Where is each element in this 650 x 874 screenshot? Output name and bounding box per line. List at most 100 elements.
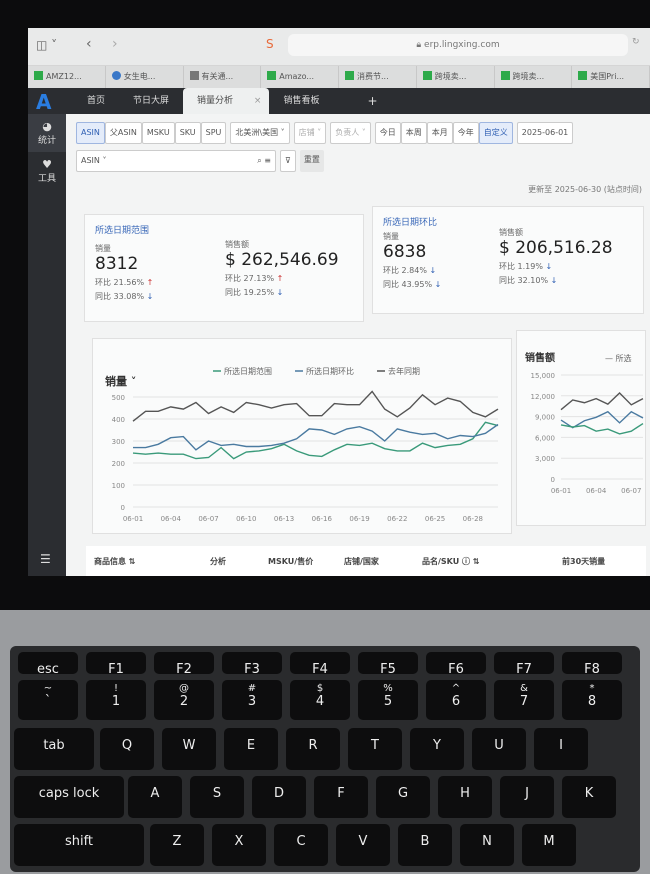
key[interactable]: S — [190, 776, 244, 818]
tab-sales-analysis[interactable]: 销量分析 × — [183, 88, 270, 114]
reset-button[interactable]: 重置 — [299, 150, 324, 172]
period-custom[interactable]: 自定义 — [478, 122, 513, 144]
date-picker[interactable]: 2025-06-01 — [516, 122, 574, 144]
chart-title: 销售额 — [525, 351, 555, 364]
reload-icon[interactable]: ↻ — [632, 37, 640, 47]
dim-sku[interactable]: SKU — [174, 122, 201, 144]
tab-festival-screen[interactable]: 节日大屏 — [133, 96, 170, 106]
dim-asin[interactable]: ASIN — [76, 122, 105, 144]
key[interactable]: N — [460, 824, 514, 866]
sidebar-item-tools[interactable]: ♥ 工具 — [28, 152, 66, 190]
col-last30-sales[interactable]: 前30天销量 — [562, 556, 606, 566]
bookmark[interactable]: 美国Pri... — [572, 66, 650, 88]
key[interactable]: K — [562, 776, 616, 818]
key[interactable]: C — [274, 824, 328, 866]
key[interactable]: Z — [150, 824, 204, 866]
forward-icon[interactable]: › — [112, 36, 118, 52]
sidebar-label: 统计 — [37, 136, 56, 146]
key[interactable]: J — [500, 776, 554, 818]
bookmark[interactable]: Amazo... — [261, 66, 339, 88]
key[interactable]: R — [286, 728, 340, 770]
bookmark[interactable]: 跨境卖... — [417, 66, 495, 88]
key[interactable]: T — [348, 728, 402, 770]
key-num[interactable]: @2 — [154, 680, 214, 720]
add-tab-button[interactable]: + — [367, 94, 378, 108]
key-fn[interactable]: F6 — [426, 652, 486, 677]
dim-parent-asin[interactable]: 父ASIN — [104, 122, 142, 144]
key[interactable]: A — [128, 776, 182, 818]
key-fn[interactable]: esc — [18, 652, 78, 677]
key-label: E — [246, 738, 256, 753]
col-product-info[interactable]: 商品信息 ⇅ — [94, 556, 136, 566]
bookmark[interactable]: 有关通... — [184, 66, 262, 88]
key-num[interactable]: $4 — [290, 680, 350, 720]
key[interactable]: I — [534, 728, 588, 770]
back-icon[interactable]: ‹ — [86, 36, 92, 52]
bookmarks-bar: AMZ12... 女生电... 有关通... Amazo... 消费节... 跨… — [28, 66, 650, 88]
series-line — [133, 423, 499, 451]
col-store-country: 店铺/国家 — [344, 556, 379, 566]
key[interactable]: E — [224, 728, 278, 770]
sidebar-toggle-icon[interactable]: ◫ ˅ — [36, 38, 58, 52]
period-month[interactable]: 本月 — [426, 122, 453, 144]
owner-select[interactable]: 负责人 ˅ — [330, 122, 371, 144]
key[interactable]: D — [252, 776, 306, 818]
sidebar-item-stats[interactable]: ◕ 统计 — [28, 114, 66, 152]
search-input[interactable]: ASIN ˅ ⌕ ≡ — [76, 150, 276, 172]
dim-msku[interactable]: MSKU — [141, 122, 175, 144]
key[interactable]: B — [398, 824, 452, 866]
close-icon[interactable]: × — [253, 96, 262, 106]
filter-icon[interactable]: ⊽ — [280, 150, 296, 172]
key[interactable]: U — [472, 728, 526, 770]
amt-value: $ 206,516.28 — [499, 238, 613, 258]
menu-icon[interactable]: ☰ — [40, 552, 51, 566]
bookmark[interactable]: 女生电... — [106, 66, 184, 88]
key-num[interactable]: #3 — [222, 680, 282, 720]
period-week[interactable]: 本周 — [400, 122, 427, 144]
key[interactable]: H — [438, 776, 492, 818]
key-num[interactable]: ^ 6 — [426, 680, 486, 720]
key[interactable]: shift — [14, 824, 144, 866]
bookmark-label: 跨境卖... — [512, 72, 545, 81]
key-num[interactable]: * 8 — [562, 680, 622, 720]
key-num[interactable]: ! 1 — [86, 680, 146, 720]
info-icon[interactable]: ⓘ — [462, 556, 471, 566]
extension-icon[interactable]: S — [266, 37, 274, 51]
key-fn[interactable]: F4 — [290, 652, 350, 677]
bookmark-icon — [345, 71, 354, 80]
key[interactable]: Q — [100, 728, 154, 770]
key[interactable]: W — [162, 728, 216, 770]
key-fn[interactable]: F5 — [358, 652, 418, 677]
key-fn[interactable]: F2 — [154, 652, 214, 677]
key[interactable]: tab — [14, 728, 94, 770]
key[interactable]: Y — [410, 728, 464, 770]
key-num[interactable]: % 5 — [358, 680, 418, 720]
key-num[interactable]: ~ ` — [18, 680, 78, 720]
dim-spu[interactable]: SPU — [200, 122, 227, 144]
key[interactable]: V — [336, 824, 390, 866]
key[interactable]: F — [314, 776, 368, 818]
key-num[interactable]: & 7 — [494, 680, 554, 720]
search-type-select[interactable]: ASIN ˅ — [81, 156, 107, 165]
y-tick-label: 3,000 — [535, 455, 555, 463]
key[interactable]: X — [212, 824, 266, 866]
region-select[interactable]: 北美洲\美国 ˅ — [230, 122, 290, 144]
key[interactable]: caps lock — [14, 776, 124, 818]
key-fn[interactable]: F1 — [86, 652, 146, 677]
tab-sales-board[interactable]: 销售看板 — [283, 96, 320, 106]
bookmark[interactable]: AMZ12... — [28, 66, 106, 88]
col-name-sku[interactable]: 品名/SKU ⓘ ⇅ — [422, 556, 480, 566]
tab-home[interactable]: 首页 — [87, 96, 106, 106]
bookmark[interactable]: 跨境卖... — [495, 66, 573, 88]
search-icon[interactable]: ⌕ ≡ — [257, 156, 271, 165]
period-year[interactable]: 今年 — [452, 122, 479, 144]
bookmark[interactable]: 消费节... — [339, 66, 417, 88]
key-fn[interactable]: F8 — [562, 652, 622, 677]
key[interactable]: G — [376, 776, 430, 818]
store-select[interactable]: 店铺 ˅ — [293, 122, 327, 144]
key-fn[interactable]: F7 — [494, 652, 554, 677]
key-fn[interactable]: F3 — [222, 652, 282, 677]
key[interactable]: M — [522, 824, 576, 866]
address-bar[interactable]: 🔒︎ erp.lingxing.com — [288, 34, 628, 56]
period-today[interactable]: 今日 — [374, 122, 401, 144]
